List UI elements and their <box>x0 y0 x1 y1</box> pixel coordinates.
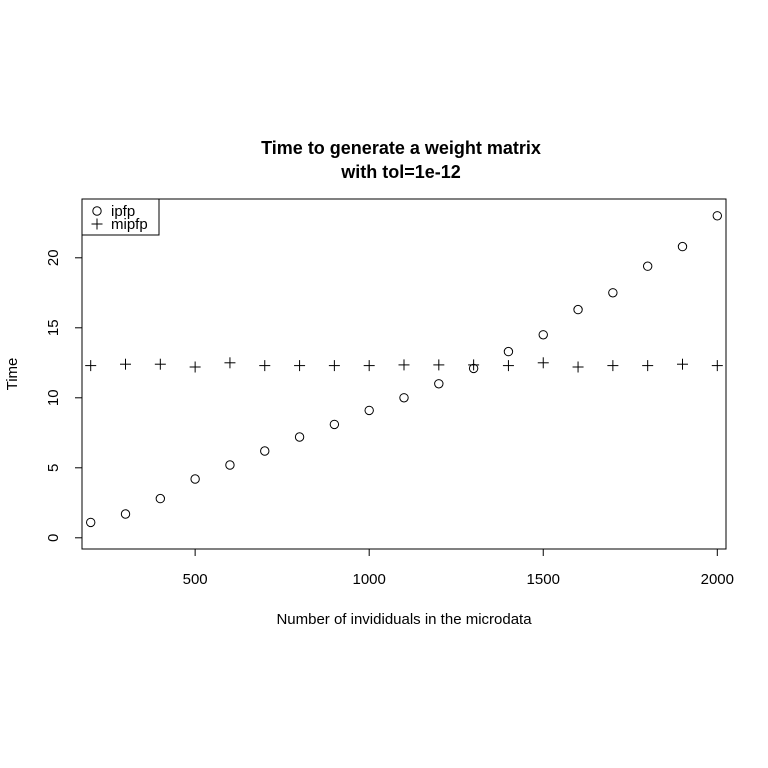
legend-marker-ipfp <box>92 206 102 216</box>
mipfp-point <box>363 360 375 372</box>
ipfp-point <box>364 405 374 416</box>
ipfp-point <box>538 330 548 340</box>
ipfp-point <box>677 241 688 252</box>
ipfp-point <box>573 304 583 315</box>
mipfp-point <box>607 360 619 372</box>
legend-label: ipfp <box>111 203 135 220</box>
y-tick-label: 20 <box>45 249 62 266</box>
plot-frame <box>81 198 727 550</box>
ipfp-point <box>434 379 444 389</box>
series-mipfp <box>85 357 723 373</box>
ipfp-point <box>225 460 235 470</box>
mipfp-point <box>224 357 236 369</box>
ipfp-point <box>120 509 131 519</box>
y-axis-label: Time <box>4 358 21 391</box>
data-points <box>85 211 723 528</box>
mipfp-point <box>398 359 410 371</box>
x-tick-label: 500 <box>183 571 208 588</box>
mipfp-point <box>85 360 97 372</box>
legend-label: mipfp <box>111 216 148 233</box>
mipfp-point <box>572 361 584 373</box>
x-tick-label: 1000 <box>353 571 386 588</box>
mipfp-point <box>711 360 723 372</box>
series-ipfp <box>86 211 722 528</box>
ipfp-point <box>399 393 409 403</box>
x-tick-label: 1500 <box>527 571 560 588</box>
y-tick-label: 10 <box>45 389 62 406</box>
mipfp-point <box>502 360 514 372</box>
chart-title-line-1: Time to generate a weight matrix <box>261 138 541 158</box>
mipfp-point <box>294 360 306 372</box>
mipfp-point <box>676 358 688 370</box>
ipfp-point <box>155 493 166 504</box>
mipfp-point <box>537 357 549 369</box>
legend-marker-mipfp <box>91 218 103 230</box>
y-tick-label: 0 <box>45 534 62 542</box>
mipfp-point <box>468 359 480 371</box>
y-tick-label: 5 <box>45 464 62 472</box>
ipfp-point <box>260 446 270 456</box>
ipfp-point <box>503 346 514 357</box>
ipfp-point <box>608 288 618 298</box>
legend-entry-mipfp: mipfp <box>91 216 148 233</box>
mipfp-point <box>642 360 654 372</box>
ipfp-point <box>294 432 305 442</box>
ipfp-point <box>86 517 96 528</box>
x-tick-label: 2000 <box>701 571 734 588</box>
mipfp-point <box>189 361 201 373</box>
mipfp-point <box>328 360 340 372</box>
chart-title: Time to generate a weight matrix with to… <box>261 138 541 182</box>
mipfp-point <box>259 360 271 372</box>
ipfp-point <box>642 261 653 271</box>
y-axis: 0 5 10 15 20 <box>45 249 83 542</box>
mipfp-point <box>433 359 445 371</box>
x-axis: 500 1000 1500 2000 <box>183 548 734 588</box>
x-axis-label: Number of invididuals in the microdata <box>276 611 532 628</box>
y-tick-label: 15 <box>45 319 62 336</box>
ipfp-point <box>712 211 722 221</box>
ipfp-point <box>329 419 340 430</box>
mipfp-point <box>120 358 132 370</box>
legend-entry-ipfp: ipfp <box>92 203 135 220</box>
ipfp-point <box>190 474 200 484</box>
legend-box <box>81 198 160 236</box>
mipfp-point <box>154 358 166 370</box>
chart-title-line-2: with tol=1e-12 <box>340 162 461 182</box>
